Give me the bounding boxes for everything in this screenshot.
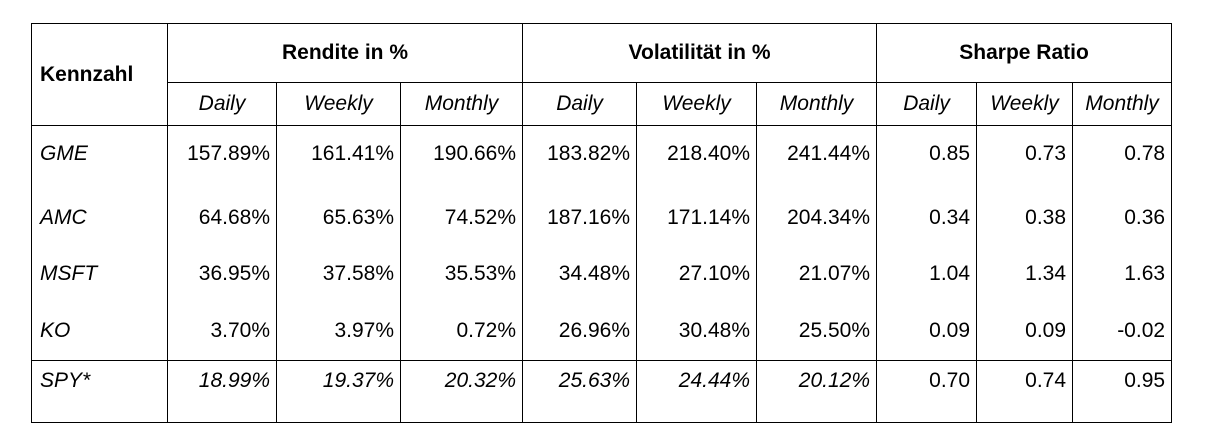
table-cell: -0.02: [1072, 302, 1173, 361]
table-cell: 37.58%: [276, 246, 401, 303]
table-cell: 0.85: [876, 140, 978, 190]
table-cell: 190.66%: [399, 140, 524, 190]
table-row: MSFT 36.95% 37.58% 35.53% 34.48% 27.10% 21.07%…: [31, 246, 1173, 303]
table-cell: 204.34%: [756, 189, 878, 246]
table-cell: 27.10%: [636, 246, 758, 303]
table-cell: 1.04: [876, 246, 978, 303]
table-cell: 74.52%: [399, 189, 524, 246]
table-cell: 26.96%: [522, 302, 638, 361]
table-cell: 0.36: [1072, 189, 1173, 246]
table-cell: 30.48%: [636, 302, 758, 361]
sub-header: Weekly: [976, 82, 1074, 126]
row-label: SPY*: [31, 359, 168, 424]
table-cell: 34.48%: [522, 246, 638, 303]
sub-header: Daily: [522, 82, 638, 126]
sub-header: Weekly: [636, 82, 758, 126]
table-cell: 64.68%: [167, 189, 277, 246]
table-cell: 0.72%: [399, 302, 524, 361]
sub-header: Monthly: [399, 82, 524, 126]
table-row: KO 3.70% 3.97% 0.72% 26.96% 30.48% 25.50% 0.09 0…: [31, 302, 1173, 361]
table-cell: 3.97%: [276, 302, 401, 361]
table-cell: 0.38: [976, 189, 1074, 246]
table-row: AMC 64.68% 65.63% 74.52% 187.16% 171.14% 204.3…: [31, 189, 1173, 246]
table-cell: 161.41%: [276, 140, 401, 190]
table-row: GME 157.89% 161.41% 190.66% 183.82% 218.40% 24…: [31, 140, 1173, 190]
sub-header: Monthly: [756, 82, 878, 126]
sub-header: Daily: [876, 82, 978, 126]
sub-header: Daily: [167, 82, 277, 126]
table-cell: 183.82%: [522, 140, 638, 190]
table-cell: 36.95%: [167, 246, 277, 303]
table-cell: 0.09: [976, 302, 1074, 361]
table-row: SPY* 18.99% 19.37% 20.32% 25.63% 24.44% 20.12%…: [31, 359, 1173, 424]
table-cell: 0.74: [976, 359, 1074, 424]
table-cell: 19.37%: [276, 359, 401, 424]
row-label: AMC: [31, 189, 168, 246]
table-cell: 218.40%: [636, 140, 758, 190]
row-label: MSFT: [31, 246, 168, 303]
table-cell: 0.95: [1072, 359, 1173, 424]
sub-header: Monthly: [1072, 82, 1173, 126]
table-cell: 24.44%: [636, 359, 758, 424]
table-cell: 0.70: [876, 359, 978, 424]
table-cell: 0.78: [1072, 140, 1173, 190]
kennzahl-table: Kennzahl Rendite in % Volatilität in % S…: [31, 23, 1173, 424]
table-body: GME 157.89% 161.41% 190.66% 183.82% 218.40% 24…: [31, 125, 1173, 424]
row-label: GME: [31, 140, 168, 190]
table-cell: 0.34: [876, 189, 978, 246]
table-cell: 171.14%: [636, 189, 758, 246]
table-cell: 25.50%: [756, 302, 878, 361]
table-cell: 157.89%: [167, 140, 277, 190]
table-cell: 65.63%: [276, 189, 401, 246]
table-cell: 35.53%: [399, 246, 524, 303]
table-cell: 3.70%: [167, 302, 277, 361]
group-header-rendite: Rendite in %: [166, 23, 524, 83]
table-cell: 241.44%: [756, 140, 878, 190]
table-cell: 21.07%: [756, 246, 878, 303]
table-cell: 20.32%: [399, 359, 524, 424]
table-cell: 0.73: [976, 140, 1074, 190]
table-cell: 18.99%: [167, 359, 277, 424]
corner-header: Kennzahl: [31, 23, 168, 126]
table-cell: 1.63: [1072, 246, 1173, 303]
table-cell: 25.63%: [522, 359, 638, 424]
table-cell: 187.16%: [522, 189, 638, 246]
row-label: KO: [31, 302, 168, 361]
table-cell: 0.09: [876, 302, 978, 361]
table-cell: 1.34: [976, 246, 1074, 303]
table-cell: 20.12%: [756, 359, 878, 424]
group-header-volatilitaet: Volatilität in %: [522, 23, 878, 83]
group-header-sharpe: Sharpe Ratio: [876, 23, 1173, 83]
sub-header: Weekly: [276, 82, 401, 126]
